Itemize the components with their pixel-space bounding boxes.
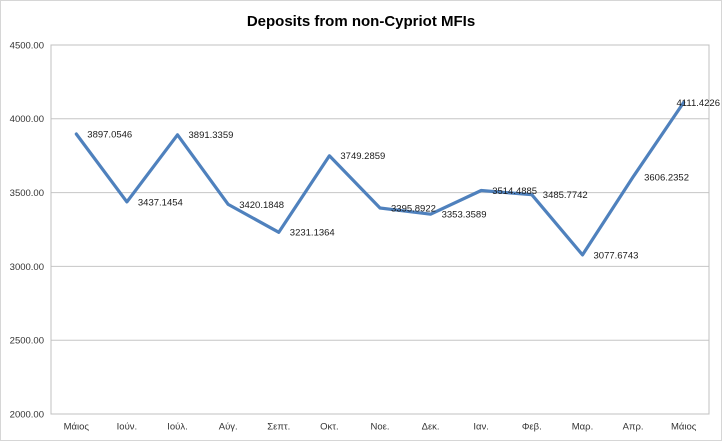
- x-tick-label: Ιούλ.: [167, 422, 188, 433]
- y-tick-label: 4500.00: [10, 40, 44, 51]
- x-axis-labels: Μάιος Ιούν. Ιούλ. Αύγ. Σεπτ. Οκτ. Νοε. Δεκ. Ιαν.…: [64, 422, 697, 433]
- y-tick-label: 2000.00: [10, 409, 44, 420]
- x-tick-label: Αύγ.: [219, 422, 238, 433]
- x-tick-label: Μάιος: [64, 422, 90, 433]
- x-tick-label: Οκτ.: [320, 422, 339, 433]
- x-tick-label: Νοε.: [370, 422, 389, 433]
- data-label: 3891.3359: [189, 130, 234, 141]
- data-label: 4111.4226: [677, 98, 721, 109]
- data-label: 3514.4885: [492, 186, 537, 197]
- data-label: 3420.1848: [239, 200, 284, 211]
- data-series-line: [74, 100, 686, 257]
- x-tick-label: Απρ.: [623, 422, 644, 433]
- chart-title: Deposits from non-Cypriot MFIs: [246, 13, 476, 30]
- data-label: 3231.1364: [290, 228, 335, 239]
- data-labels: 3897.0546 3437.1454 3891.3359 3420.1848 3231…: [87, 98, 720, 261]
- x-tick-label: Δεκ.: [422, 422, 440, 433]
- x-tick-label: Μάιος: [671, 422, 697, 433]
- data-label: 3437.1454: [138, 197, 183, 208]
- data-label: 3077.6743: [594, 250, 639, 261]
- plot-border: [50, 44, 710, 415]
- x-tick-label: Φεβ.: [522, 422, 542, 433]
- data-label: 3485.7742: [543, 190, 588, 201]
- y-axis-labels: 2000.00 2500.00 3000.00 3500.00 4000.00 4500.…: [10, 40, 44, 420]
- data-label: 3749.2859: [340, 151, 385, 162]
- y-tick-label: 4000.00: [10, 114, 44, 125]
- y-tick-label: 3500.00: [10, 188, 44, 199]
- y-tick-label: 2500.00: [10, 336, 44, 347]
- x-tick-label: Μαρ.: [572, 422, 593, 433]
- data-label: 3606.2352: [644, 172, 689, 183]
- x-tick-label: Σεπτ.: [267, 422, 290, 433]
- x-tick-label: Ιούν.: [117, 422, 138, 433]
- y-tick-label: 3000.00: [10, 262, 44, 273]
- gridlines: [51, 44, 709, 415]
- data-label: 3353.3589: [442, 210, 487, 221]
- data-label: 3395.8922: [391, 203, 436, 214]
- data-label: 3897.0546: [87, 129, 132, 140]
- x-tick-label: Ιαν.: [473, 422, 489, 433]
